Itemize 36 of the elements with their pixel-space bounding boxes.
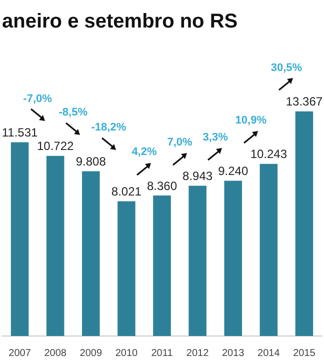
data-label: 9.240 bbox=[218, 164, 248, 178]
data-label: 13.367 bbox=[286, 94, 323, 109]
x-tick-label: 2011 bbox=[151, 348, 174, 359]
bar bbox=[118, 201, 136, 336]
x-tick-label: 2007 bbox=[8, 348, 32, 359]
x-tick-label: 2012 bbox=[186, 348, 210, 359]
x-tick-label: 2010 bbox=[115, 348, 138, 359]
data-label: 10.722 bbox=[36, 139, 74, 154]
data-label: 8.943 bbox=[182, 169, 213, 184]
annotation: 3,3% bbox=[202, 131, 228, 144]
data-label: 11.531 bbox=[2, 126, 38, 140]
bar bbox=[82, 171, 100, 336]
x-tick-label: 2013 bbox=[222, 348, 245, 359]
data-label: 8.360 bbox=[146, 178, 178, 193]
text: -7,0% bbox=[23, 92, 52, 105]
bar bbox=[295, 111, 314, 336]
annotation: -18,2% bbox=[91, 122, 126, 134]
annotation: 4,2% bbox=[132, 146, 157, 158]
data-label: 9.808 bbox=[76, 154, 106, 168]
x-tick-label: 2009 bbox=[80, 348, 102, 359]
bar bbox=[224, 180, 242, 336]
data-label: 10.243 bbox=[250, 147, 288, 162]
chart-title: aneiro e setembro no RS bbox=[2, 10, 238, 33]
x-tick-label: 2014 bbox=[258, 348, 280, 359]
x-tick-label: 2015 bbox=[293, 348, 316, 359]
bar bbox=[188, 186, 206, 336]
bar bbox=[260, 164, 278, 336]
annotation: -8,5% bbox=[58, 106, 88, 118]
text: 30,5% bbox=[270, 62, 302, 74]
annotation: 7,0% bbox=[167, 136, 193, 148]
bar bbox=[10, 142, 29, 336]
data-label: 8.021 bbox=[111, 184, 142, 199]
bar bbox=[46, 156, 64, 336]
bar bbox=[153, 196, 171, 336]
annotation: 10,9% bbox=[235, 114, 267, 126]
x-tick-label: 2008 bbox=[44, 348, 67, 359]
